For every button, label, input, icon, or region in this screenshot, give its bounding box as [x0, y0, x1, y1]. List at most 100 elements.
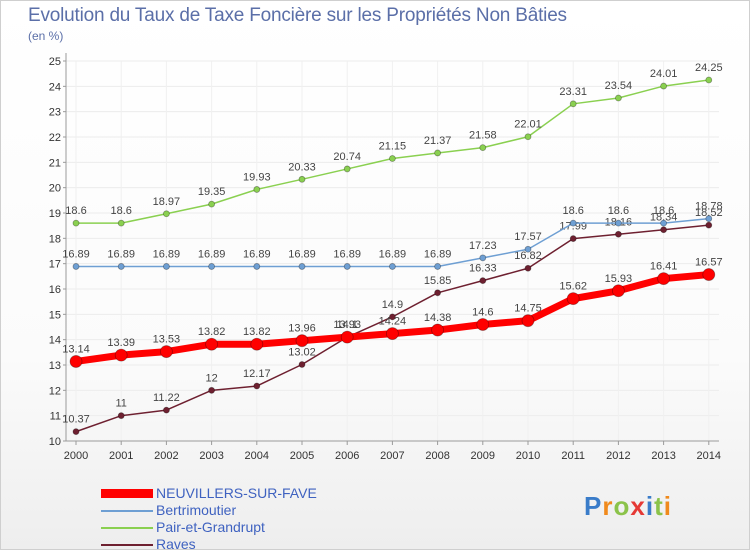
- data-point-raves: [569, 235, 577, 242]
- data-label-bertrimoutier: 16.89: [243, 248, 271, 260]
- data-label-neuvillers-sur-fave: 13.96: [288, 323, 316, 335]
- data-label-pair-et-grandrupt: 23.31: [559, 86, 587, 98]
- x-tick-label: 2005: [290, 450, 314, 462]
- data-point-bertrimoutier: [343, 263, 351, 270]
- data-label-neuvillers-sur-fave: 14.38: [424, 312, 452, 324]
- data-label-bertrimoutier: 17.23: [469, 240, 497, 252]
- legend-label: Pair-et-Grandrupt: [156, 519, 265, 535]
- data-label-pair-et-grandrupt: 19.35: [198, 186, 226, 198]
- unit-label: (en %): [28, 29, 64, 43]
- data-label-neuvillers-sur-fave: 15.62: [559, 281, 587, 293]
- data-point-bertrimoutier: [72, 263, 80, 270]
- data-label-pair-et-grandrupt: 18.6: [65, 205, 86, 217]
- data-point-neuvillers-sur-fave: [114, 348, 128, 362]
- data-label-neuvillers-sur-fave: 16.41: [650, 261, 678, 273]
- data-point-pair-et-grandrupt: [253, 186, 261, 193]
- data-point-neuvillers-sur-fave: [295, 334, 309, 348]
- y-tick-label: 12: [49, 385, 61, 397]
- legend-swatch: [101, 510, 153, 512]
- data-label-bertrimoutier: 16.89: [107, 248, 135, 260]
- data-label-neuvillers-sur-fave: 15.93: [605, 273, 633, 285]
- data-point-neuvillers-sur-fave: [702, 268, 716, 281]
- y-tick-label: 11: [50, 411, 61, 423]
- data-label-neuvillers-sur-fave: 14.6: [472, 306, 493, 318]
- logo-letter: i: [645, 491, 655, 521]
- data-label-pair-et-grandrupt: 24.25: [695, 62, 723, 74]
- data-label-bertrimoutier: 16.89: [288, 248, 316, 260]
- data-label-pair-et-grandrupt: 18.97: [153, 196, 181, 208]
- proxiti-logo: Proxiti: [584, 491, 672, 522]
- data-point-raves: [162, 406, 170, 414]
- data-point-pair-et-grandrupt: [117, 219, 125, 227]
- data-label-pair-et-grandrupt: 18.6: [110, 205, 131, 217]
- data-label-raves: 13.02: [288, 346, 316, 358]
- y-tick-label: 14: [49, 335, 61, 347]
- data-label-neuvillers-sur-fave: 14.24: [379, 316, 407, 328]
- data-label-neuvillers-sur-fave: 13.53: [153, 334, 181, 346]
- legend-label: Raves: [156, 536, 196, 550]
- data-label-raves: 11: [115, 398, 126, 410]
- data-label-bertrimoutier: 18.6: [653, 205, 674, 217]
- data-point-pair-et-grandrupt: [524, 133, 532, 141]
- data-label-raves: 15.85: [424, 275, 452, 287]
- data-point-raves: [660, 226, 667, 234]
- data-point-bertrimoutier: [615, 219, 622, 227]
- x-tick-label: 2013: [651, 450, 675, 462]
- data-point-pair-et-grandrupt: [343, 165, 351, 173]
- data-point-pair-et-grandrupt: [208, 200, 216, 208]
- data-label-bertrimoutier: 16.89: [424, 248, 452, 260]
- data-point-pair-et-grandrupt: [388, 155, 396, 162]
- data-label-pair-et-grandrupt: 21.58: [469, 130, 497, 142]
- data-label-raves: 10.37: [62, 414, 90, 426]
- y-tick-label: 25: [49, 56, 61, 68]
- data-point-neuvillers-sur-fave: [566, 292, 580, 306]
- data-label-pair-et-grandrupt: 21.15: [379, 141, 407, 153]
- data-label-raves: 12: [205, 372, 217, 384]
- x-tick-label: 2003: [199, 450, 223, 462]
- y-tick-label: 13: [49, 360, 61, 372]
- data-point-neuvillers-sur-fave: [205, 337, 219, 351]
- data-point-neuvillers-sur-fave: [69, 355, 83, 368]
- data-point-pair-et-grandrupt: [615, 94, 622, 102]
- y-tick-label: 17: [49, 259, 61, 271]
- legend-label: NEUVILLERS-SUR-FAVE: [156, 485, 317, 501]
- y-tick-label: 15: [49, 309, 61, 321]
- legend-swatch: [101, 527, 153, 529]
- data-label-pair-et-grandrupt: 23.54: [605, 80, 633, 92]
- data-point-pair-et-grandrupt: [434, 149, 442, 157]
- y-tick-label: 22: [49, 132, 61, 144]
- data-label-bertrimoutier: 16.89: [379, 248, 407, 260]
- logo-letter: t: [654, 491, 664, 521]
- data-point-pair-et-grandrupt: [660, 82, 667, 90]
- y-tick-label: 10: [49, 436, 61, 448]
- x-tick-label: 2010: [516, 450, 540, 462]
- data-point-raves: [117, 412, 125, 420]
- x-tick-label: 2009: [471, 450, 495, 462]
- logo-letter: x: [630, 491, 646, 521]
- data-point-raves: [388, 313, 396, 321]
- logo-letter: r: [602, 491, 614, 521]
- data-point-pair-et-grandrupt: [72, 219, 80, 227]
- data-point-neuvillers-sur-fave: [476, 318, 490, 331]
- data-label-pair-et-grandrupt: 19.93: [243, 171, 271, 183]
- data-label-bertrimoutier: 16.89: [198, 248, 226, 260]
- data-label-neuvillers-sur-fave: 14.75: [514, 303, 542, 315]
- data-point-neuvillers-sur-fave: [250, 337, 264, 351]
- data-point-raves: [253, 382, 261, 390]
- data-point-pair-et-grandrupt: [569, 100, 577, 108]
- x-tick-label: 2006: [335, 450, 359, 462]
- data-point-neuvillers-sur-fave: [657, 272, 670, 286]
- data-label-pair-et-grandrupt: 24.01: [650, 68, 678, 80]
- data-label-raves: 12.17: [243, 368, 271, 380]
- data-label-bertrimoutier: 16.89: [333, 248, 361, 260]
- data-point-bertrimoutier: [705, 215, 713, 222]
- data-point-bertrimoutier: [388, 263, 396, 270]
- data-label-bertrimoutier: 17.57: [514, 231, 542, 243]
- x-tick-label: 2011: [561, 450, 585, 462]
- data-point-raves: [298, 361, 306, 368]
- x-tick-label: 2001: [109, 450, 133, 462]
- logo-letter: i: [663, 491, 672, 521]
- data-label-raves: 14.9: [382, 299, 403, 311]
